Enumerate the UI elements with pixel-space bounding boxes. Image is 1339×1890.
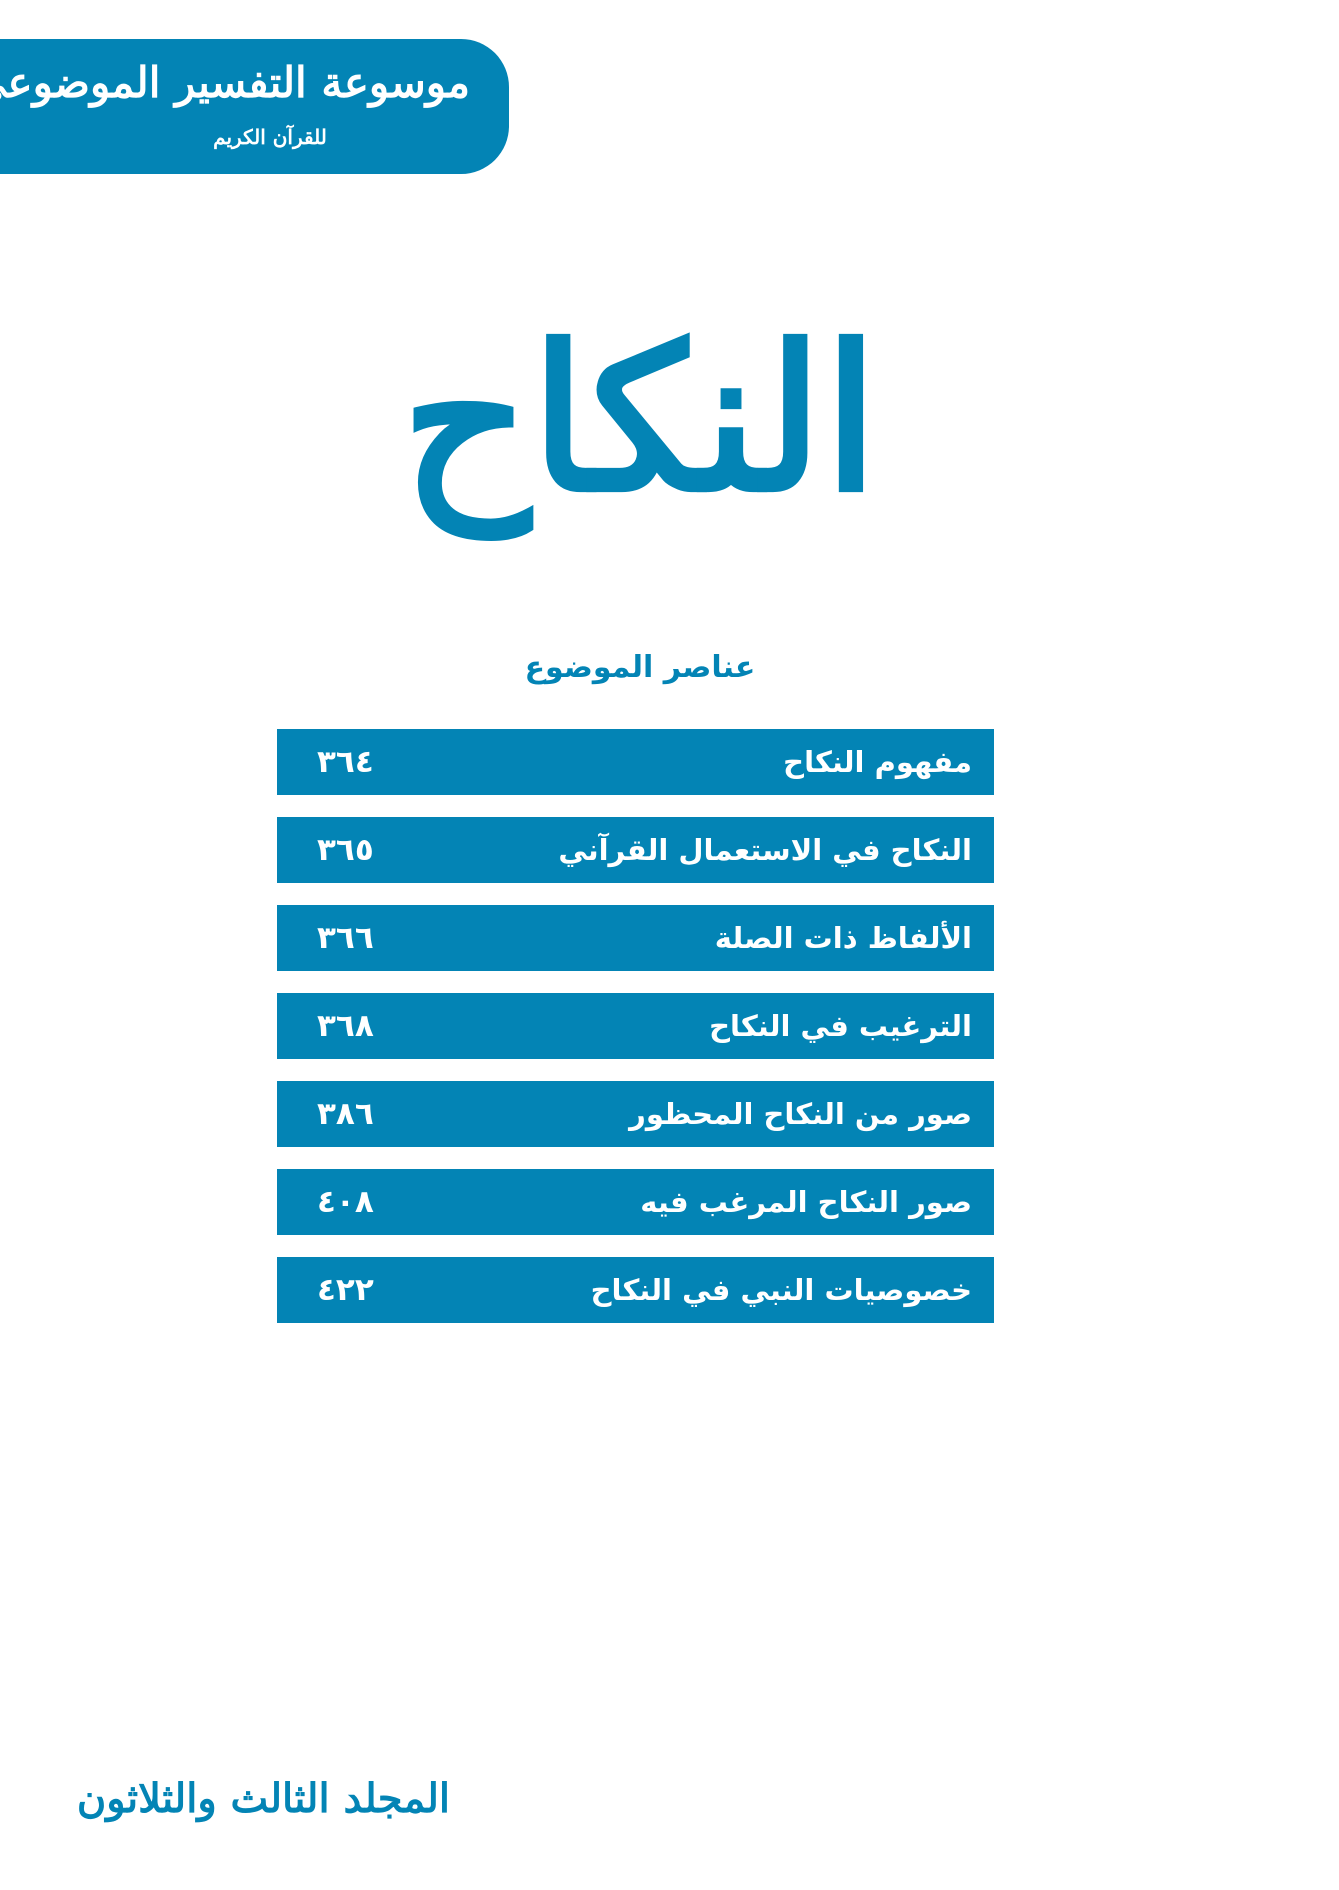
toc-item[interactable]: النكاح في الاستعمال القرآني ٣٦٥ bbox=[277, 817, 994, 883]
toc-item-page: ٣٦٥ bbox=[317, 832, 374, 868]
toc-item[interactable]: مفهوم النكاح ٣٦٤ bbox=[277, 729, 994, 795]
toc-item[interactable]: صور النكاح المرغب فيه ٤٠٨ bbox=[277, 1169, 994, 1235]
toc-item-label: خصوصيات النبي في النكاح bbox=[590, 1273, 972, 1307]
page-title: النكاح bbox=[401, 302, 879, 537]
volume-label: المجلد الثالث والثلاثون bbox=[76, 1775, 450, 1822]
toc-item[interactable]: الألفاظ ذات الصلة ٣٦٦ bbox=[277, 905, 994, 971]
toc-item-page: ٣٦٤ bbox=[317, 744, 374, 780]
toc-heading: عناصر الموضوع bbox=[524, 650, 756, 685]
toc-item-page: ٤٠٨ bbox=[317, 1184, 374, 1220]
toc-item-page: ٣٦٦ bbox=[317, 920, 374, 956]
toc-item-label: صور النكاح المرغب فيه bbox=[640, 1185, 972, 1219]
toc-item-label: مفهوم النكاح bbox=[783, 745, 972, 779]
toc-item[interactable]: خصوصيات النبي في النكاح ٤٢٢ bbox=[277, 1257, 994, 1323]
toc-item-label: الألفاظ ذات الصلة bbox=[714, 921, 972, 955]
toc-item-label: النكاح في الاستعمال القرآني bbox=[558, 833, 972, 867]
toc-item[interactable]: صور من النكاح المحظور ٣٨٦ bbox=[277, 1081, 994, 1147]
toc-item-label: الترغيب في النكاح bbox=[709, 1009, 972, 1043]
toc-item-page: ٣٦٨ bbox=[317, 1008, 374, 1044]
toc-item-page: ٣٨٦ bbox=[317, 1096, 374, 1132]
toc-item-label: صور من النكاح المحظور bbox=[629, 1097, 972, 1131]
table-of-contents: مفهوم النكاح ٣٦٤ النكاح في الاستعمال القر… bbox=[277, 729, 994, 1345]
toc-item[interactable]: الترغيب في النكاح ٣٦٨ bbox=[277, 993, 994, 1059]
series-banner: موسوعة التفسير الموضوعي للقرآن الكريم bbox=[0, 39, 509, 174]
series-title: موسوعة التفسير الموضوعي bbox=[0, 58, 470, 107]
series-subtitle: للقرآن الكريم bbox=[213, 125, 327, 149]
toc-item-page: ٤٢٢ bbox=[317, 1272, 374, 1308]
